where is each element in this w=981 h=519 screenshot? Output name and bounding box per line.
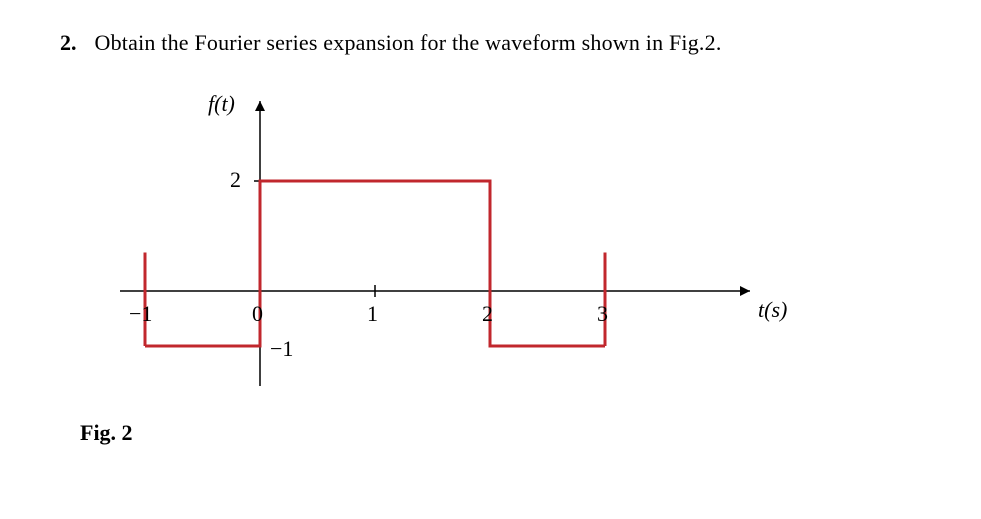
problem-text: Obtain the Fourier series expansion for … (95, 30, 722, 56)
x-tick-3: 3 (597, 301, 608, 327)
x-axis-label: t(s) (758, 297, 787, 323)
problem-statement: 2. Obtain the Fourier series expansion f… (60, 30, 921, 56)
waveform-plot (60, 86, 860, 426)
y-tick-neg1: −1 (270, 336, 293, 362)
y-tick-2: 2 (230, 167, 241, 193)
x-tick-0: 0 (252, 301, 263, 327)
x-tick-1: 1 (367, 301, 378, 327)
figure-caption: Fig. 2 (80, 420, 133, 446)
y-axis-label: f(t) (208, 91, 235, 117)
figure-2: f(t) t(s) 2 −1 −1 0 1 2 3 Fig. 2 (60, 86, 860, 446)
problem-number: 2. (60, 30, 77, 56)
x-tick-neg1: −1 (129, 301, 152, 327)
x-tick-2: 2 (482, 301, 493, 327)
